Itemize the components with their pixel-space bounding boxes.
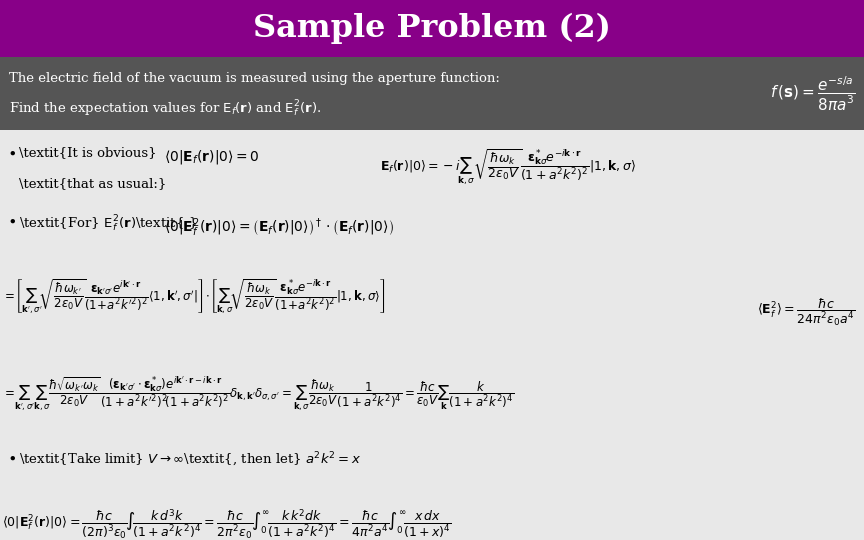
Text: $\langle 0|\mathbf{E}_f^2(\mathbf{r})|0\rangle = \dfrac{\hbar c}{(2\pi)^3\vareps: $\langle 0|\mathbf{E}_f^2(\mathbf{r})|0\… [2,508,452,540]
Text: Sample Problem (2): Sample Problem (2) [253,13,611,44]
Text: \textit{Take limit} $V \rightarrow \infty$\textit{, then let} $a^2k^2 = x$: \textit{Take limit} $V \rightarrow \inft… [19,451,361,469]
Text: $=\!\left[\sum_{\mathbf{k}^{\prime},\sigma^{\prime}}\!\sqrt{\dfrac{\hbar\omega_{: $=\!\left[\sum_{\mathbf{k}^{\prime},\sig… [2,278,385,318]
Text: \textit{that as usual:}: \textit{that as usual:} [19,177,167,190]
Bar [0,57,864,130]
Text: The electric field of the vacuum is measured using the aperture function:: The electric field of the vacuum is meas… [9,72,499,85]
Text: $\langle \mathbf{E}_f^2\rangle = \dfrac{\hbar c}{24\pi^2\varepsilon_0 a^4}$: $\langle \mathbf{E}_f^2\rangle = \dfrac{… [757,297,855,328]
Text: $\bullet$: $\bullet$ [7,146,16,160]
Text: $=\!\sum_{\mathbf{k}^{\prime},\sigma^{\prime}}\sum_{\mathbf{k},\sigma}\dfrac{\hb: $=\!\sum_{\mathbf{k}^{\prime},\sigma^{\p… [2,375,514,414]
Text: \textit{For} $\mathrm{E}_f^2(\mathbf{r})$\textit{:}: \textit{For} $\mathrm{E}_f^2(\mathbf{r})… [19,213,197,234]
Text: $\bullet$: $\bullet$ [7,451,16,465]
Text: $\langle 0|\mathbf{E}_f^2(\mathbf{r})|0\rangle = \left(\mathbf{E}_f(\mathbf{r})|: $\langle 0|\mathbf{E}_f^2(\mathbf{r})|0\… [164,216,394,239]
Text: $\bullet$: $\bullet$ [7,213,16,227]
Text: \textit{It is obvious}: \textit{It is obvious} [19,146,156,159]
Bar [0,0,864,57]
Text: Find the expectation values for $\mathrm{E}_f(\mathbf{r})$ and $\mathrm{E}_f^2(\: Find the expectation values for $\mathrm… [9,99,321,119]
Text: $\mathbf{E}_f(\mathbf{r})|0\rangle = -i\!\sum_{\mathbf{k},\sigma}\sqrt{\dfrac{\h: $\mathbf{E}_f(\mathbf{r})|0\rangle = -i\… [380,147,636,187]
Text: $\langle 0|\mathbf{E}_f(\mathbf{r})|0\rangle = 0$: $\langle 0|\mathbf{E}_f(\mathbf{r})|0\ra… [164,148,260,166]
Text: $f\,(\mathbf{s}) = \dfrac{e^{-s/a}}{8\pi a^3}$: $f\,(\mathbf{s}) = \dfrac{e^{-s/a}}{8\pi… [770,75,855,113]
